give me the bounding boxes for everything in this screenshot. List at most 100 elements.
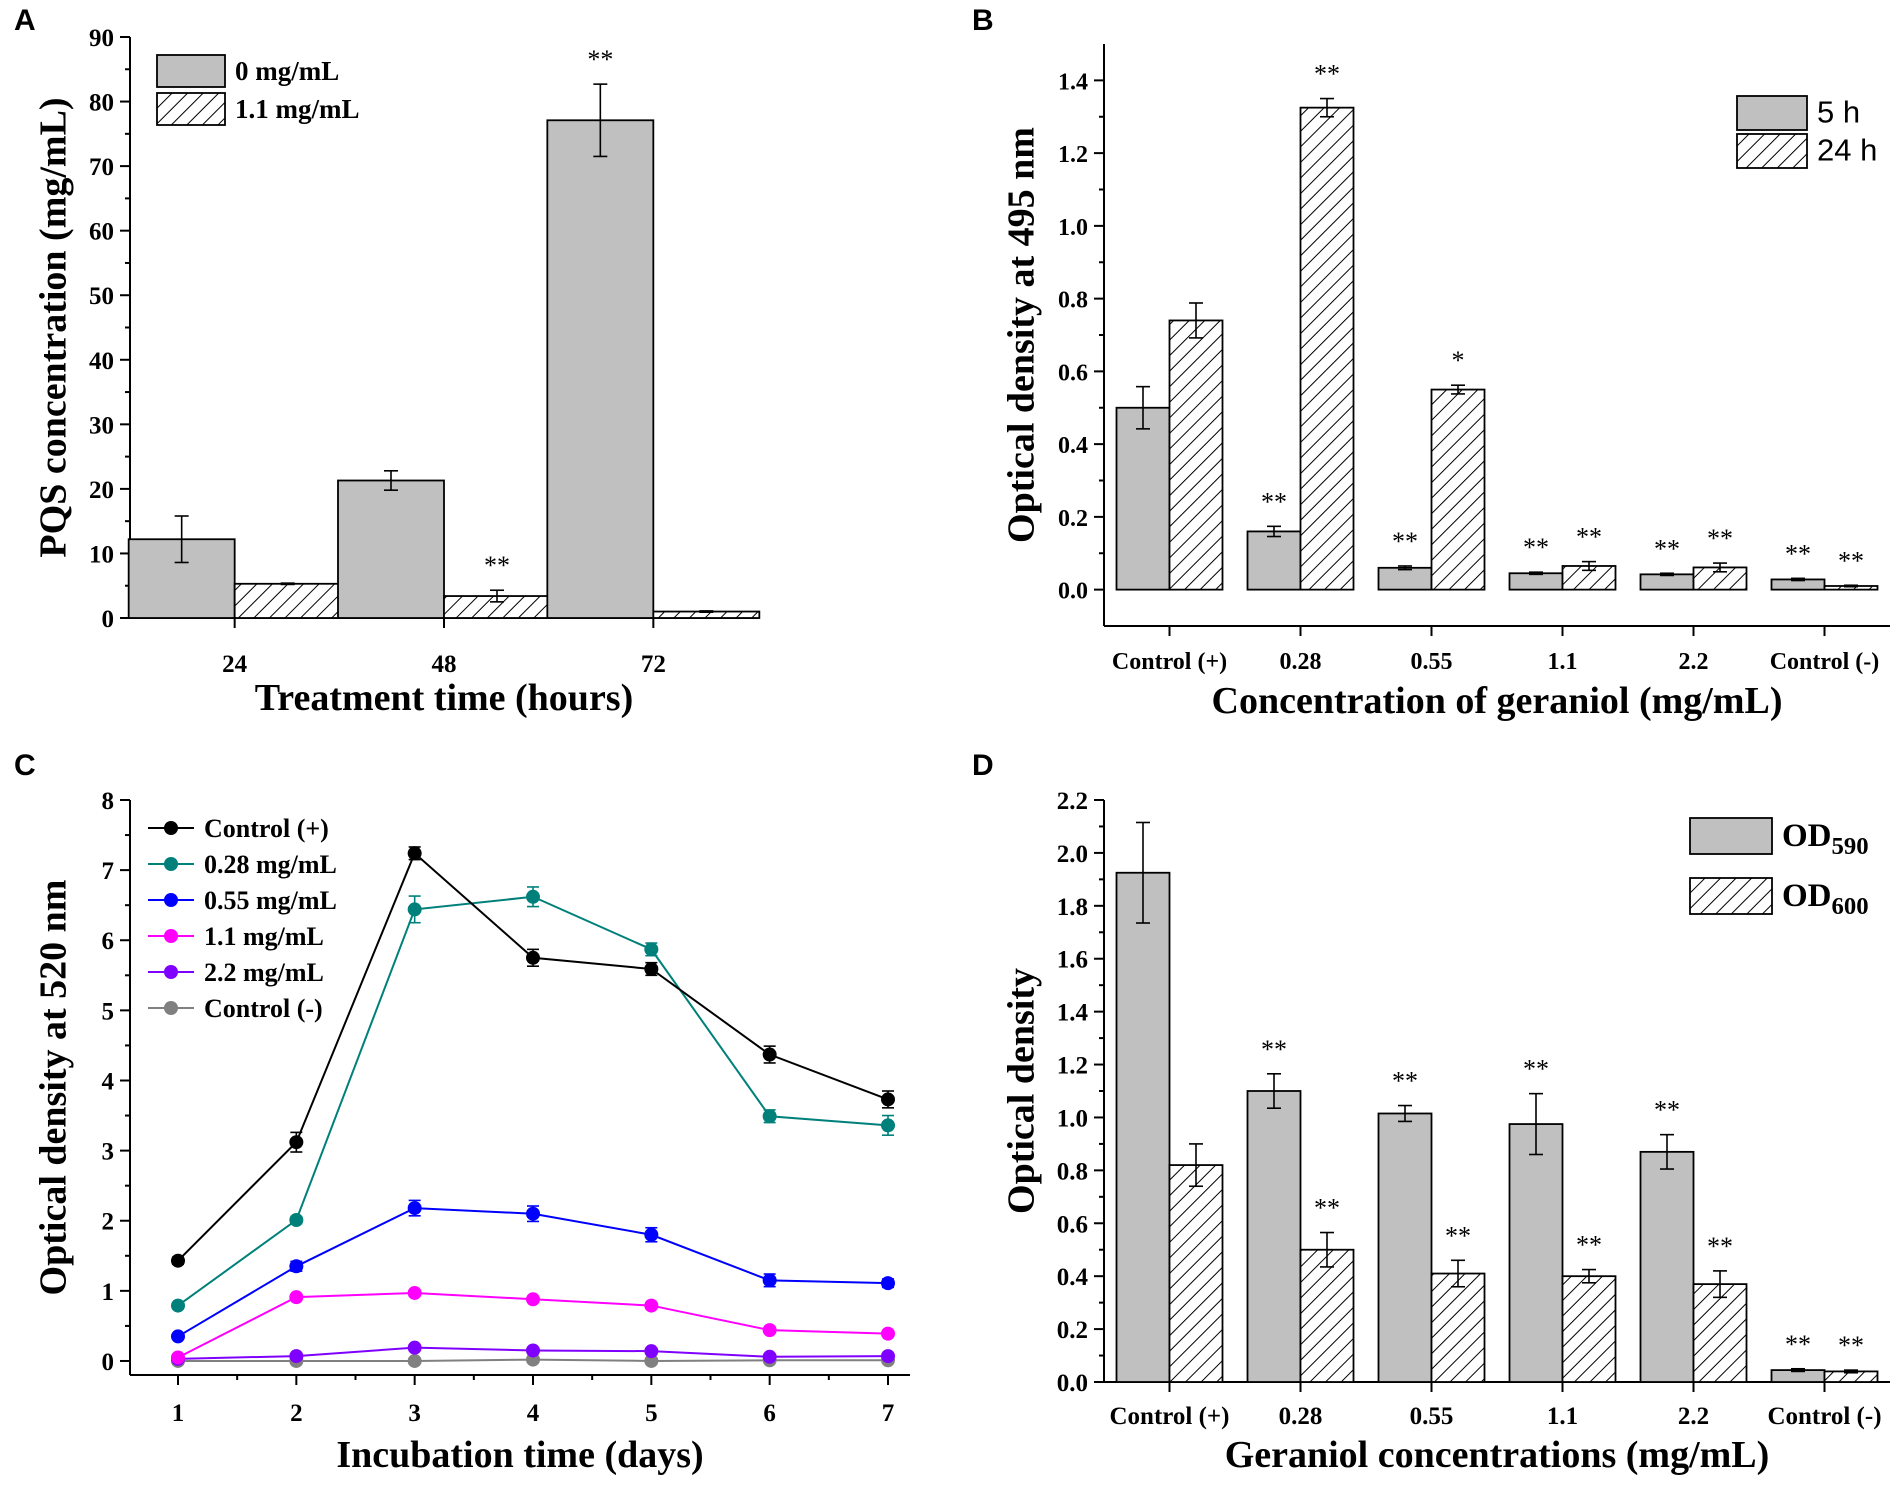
legend-label: OD590 bbox=[1782, 818, 1869, 860]
bar-hatched bbox=[1692, 1283, 1748, 1383]
data-point bbox=[289, 1213, 304, 1228]
y-tick-label: 1.0 bbox=[1057, 1105, 1088, 1132]
x-tick-label: 2.2 bbox=[1679, 649, 1709, 675]
bar-hatched bbox=[1299, 1248, 1355, 1383]
y-tick-label: 4 bbox=[102, 1068, 115, 1095]
data-point bbox=[881, 1276, 895, 1291]
data-point bbox=[407, 1201, 422, 1216]
x-tick-label: 72 bbox=[641, 651, 666, 678]
y-tick-label: 0 bbox=[102, 1349, 115, 1376]
significance-label: ** bbox=[1654, 534, 1680, 563]
bar-hatched bbox=[1561, 1275, 1617, 1383]
panel-label: C bbox=[14, 749, 36, 782]
significance-label: ** bbox=[1314, 60, 1340, 89]
x-tick-label: 5 bbox=[645, 1400, 658, 1427]
y-tick-label: 2.2 bbox=[1057, 788, 1088, 815]
significance-label: ** bbox=[1707, 524, 1733, 553]
y-tick-label: 0.2 bbox=[1058, 506, 1088, 532]
significance-label: ** bbox=[1392, 527, 1418, 556]
bar-hatched bbox=[1430, 1272, 1486, 1383]
y-tick-label: 1.0 bbox=[1058, 215, 1088, 241]
significance-label: ** bbox=[1838, 1331, 1864, 1360]
y-tick-label: 0.6 bbox=[1057, 1211, 1088, 1238]
legend-label: 24 h bbox=[1817, 133, 1877, 168]
bar-solid bbox=[337, 479, 445, 619]
y-tick-label: 0.6 bbox=[1058, 360, 1088, 386]
x-axis-label: Concentration of geraniol (mg/mL) bbox=[1212, 680, 1783, 722]
legend-marker bbox=[164, 965, 178, 979]
significance-label: ** bbox=[1576, 523, 1602, 552]
x-axis-label: Incubation time (days) bbox=[336, 1434, 703, 1476]
y-tick-label: 2.0 bbox=[1057, 841, 1088, 868]
x-tick-label: Control (+) bbox=[1109, 1403, 1229, 1430]
y-tick-label: 0.8 bbox=[1058, 288, 1088, 314]
y-tick-label: 1 bbox=[102, 1279, 115, 1306]
data-point bbox=[644, 1227, 659, 1242]
data-point bbox=[171, 1329, 185, 1344]
data-point bbox=[762, 1349, 777, 1364]
data-point bbox=[644, 1298, 659, 1313]
data-point bbox=[881, 1349, 895, 1364]
bar-solid bbox=[1508, 1123, 1564, 1383]
y-tick-label: 0.4 bbox=[1057, 1264, 1089, 1291]
data-point bbox=[526, 950, 540, 965]
y-tick-label: 0.0 bbox=[1057, 1370, 1088, 1397]
y-tick-label: 1.6 bbox=[1057, 947, 1088, 974]
x-tick-label: 7 bbox=[882, 1400, 895, 1427]
legend-label: 2.2 mg/mL bbox=[204, 958, 324, 987]
y-tick-label: 0 bbox=[102, 606, 115, 633]
x-tick-label: 0.28 bbox=[1279, 1403, 1323, 1430]
data-point bbox=[762, 1273, 777, 1288]
x-tick-label: 0.55 bbox=[1411, 649, 1453, 675]
y-tick-label: 1.4 bbox=[1058, 69, 1088, 95]
bar-hatched bbox=[233, 582, 342, 619]
significance-label: ** bbox=[1523, 533, 1549, 562]
x-tick-label: Control (+) bbox=[1112, 649, 1227, 675]
significance-label: ** bbox=[1838, 546, 1864, 575]
y-tick-label: 1.4 bbox=[1057, 1000, 1089, 1027]
legend-swatch bbox=[1689, 817, 1773, 855]
x-tick-label: Control (-) bbox=[1767, 1403, 1881, 1430]
bar-hatched bbox=[1430, 388, 1486, 591]
significance-label: ** bbox=[587, 45, 613, 74]
bar-solid bbox=[1377, 1112, 1433, 1383]
y-tick-label: 20 bbox=[89, 477, 114, 504]
bar-solid bbox=[1639, 1150, 1695, 1383]
data-point bbox=[407, 846, 422, 861]
x-tick-label: 3 bbox=[408, 1400, 421, 1427]
bar-hatched bbox=[1168, 1164, 1224, 1383]
legend-subscript: 600 bbox=[1832, 893, 1869, 920]
data-point bbox=[171, 1350, 185, 1365]
x-tick-label: 1.1 bbox=[1547, 1403, 1578, 1430]
significance-label: ** bbox=[1445, 1221, 1471, 1250]
bar-solid bbox=[1246, 1090, 1302, 1383]
y-tick-label: 50 bbox=[89, 283, 114, 310]
legend-marker bbox=[164, 929, 178, 943]
legend-subscript: 590 bbox=[1832, 833, 1869, 860]
data-point bbox=[881, 1326, 895, 1341]
legend-marker bbox=[164, 821, 178, 835]
x-tick-label: 2.2 bbox=[1678, 1403, 1709, 1430]
y-axis-label: PQS concentration (mg/mL) bbox=[32, 97, 74, 557]
y-axis-label: Optical density at 520 nm bbox=[32, 880, 74, 1296]
data-point bbox=[289, 1290, 304, 1305]
legend-label: Control (-) bbox=[204, 994, 323, 1023]
significance-label: ** bbox=[1576, 1231, 1602, 1260]
legend-swatch bbox=[156, 92, 226, 126]
legend-marker bbox=[164, 1001, 178, 1015]
y-tick-label: 5 bbox=[102, 998, 115, 1025]
data-point bbox=[407, 1340, 422, 1355]
data-point bbox=[407, 1285, 422, 1300]
legend-marker bbox=[164, 893, 178, 907]
data-point bbox=[644, 1353, 659, 1368]
bar-solid bbox=[1115, 871, 1171, 1383]
panel-label: B bbox=[972, 4, 994, 37]
significance-label: ** bbox=[1261, 1035, 1287, 1064]
legend-label: 0.55 mg/mL bbox=[204, 886, 337, 915]
y-tick-label: 0.4 bbox=[1058, 433, 1088, 459]
bar-hatched bbox=[1299, 106, 1355, 591]
data-point bbox=[644, 961, 659, 976]
data-point bbox=[644, 942, 659, 957]
data-point bbox=[881, 1092, 895, 1107]
legend-label: 1.1 mg/mL bbox=[235, 94, 360, 124]
